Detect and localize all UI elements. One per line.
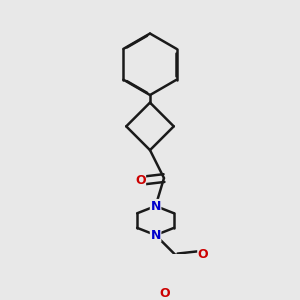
Text: O: O: [160, 287, 170, 300]
Text: O: O: [198, 248, 208, 261]
Text: N: N: [150, 229, 161, 242]
Text: N: N: [150, 200, 161, 212]
Text: O: O: [135, 174, 146, 188]
